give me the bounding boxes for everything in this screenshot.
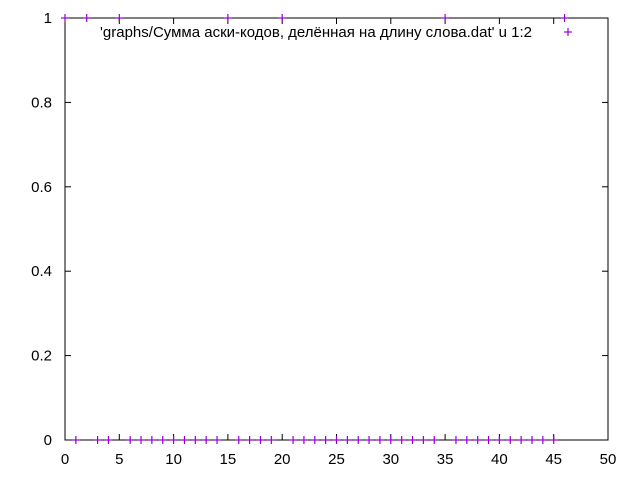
- x-tick-label: 35: [437, 451, 454, 468]
- data-point: [462, 436, 471, 444]
- data-point: [169, 436, 178, 444]
- data-point: [365, 436, 374, 444]
- data-point: [267, 436, 276, 444]
- data-point: [191, 436, 200, 444]
- legend-series-label: 'graphs/Сумма аски-кодов, делённая на дл…: [100, 24, 532, 41]
- data-point: [430, 436, 439, 444]
- data-point: [538, 436, 547, 444]
- data-point: [386, 436, 395, 444]
- axis-ticks: [64, 17, 609, 441]
- y-tick-label: 0.4: [31, 263, 52, 280]
- data-point: [310, 436, 319, 444]
- data-point: [321, 436, 330, 444]
- data-point: [223, 14, 232, 22]
- plot-border: [64, 17, 609, 441]
- data-point: [126, 436, 135, 444]
- data-point: [397, 436, 406, 444]
- data-point: [375, 436, 384, 444]
- data-point: [202, 436, 211, 444]
- data-points: [61, 14, 569, 444]
- x-tick-labels: 0 5 10 15 20 25 30 35 40 45 50: [61, 451, 617, 468]
- data-point: [549, 436, 558, 444]
- data-point: [495, 436, 504, 444]
- x-tick-label: 25: [328, 451, 345, 468]
- x-tick-label: 15: [220, 451, 237, 468]
- data-point: [278, 14, 287, 22]
- data-point: [527, 436, 536, 444]
- data-point: [441, 14, 450, 22]
- data-point: [256, 436, 265, 444]
- data-point: [61, 14, 69, 22]
- data-point: [234, 436, 243, 444]
- data-point: [343, 436, 352, 444]
- y-tick-label: 0.8: [31, 94, 52, 111]
- x-tick-label: 0: [61, 451, 69, 468]
- data-point: [473, 436, 482, 444]
- data-point: [137, 436, 146, 444]
- x-tick-label: 20: [274, 451, 291, 468]
- data-point: [419, 436, 428, 444]
- x-tick-label: 10: [165, 451, 182, 468]
- data-point: [408, 436, 417, 444]
- legend: 'graphs/Сумма аски-кодов, делённая на дл…: [100, 24, 572, 41]
- data-point: [104, 436, 113, 444]
- data-point: [517, 436, 526, 444]
- data-point: [82, 14, 91, 22]
- data-point: [299, 436, 308, 444]
- data-point: [158, 436, 167, 444]
- data-point: [451, 436, 460, 444]
- data-point: [115, 14, 124, 22]
- y-tick-label: 0.2: [31, 348, 52, 365]
- y-tick-label: 0: [44, 432, 52, 449]
- data-point: [71, 436, 80, 444]
- data-point: [289, 436, 298, 444]
- data-point: [147, 436, 156, 444]
- legend-marker: [564, 28, 572, 36]
- data-point: [484, 436, 493, 444]
- data-point: [180, 436, 189, 444]
- x-tick-label: 45: [545, 451, 562, 468]
- data-point: [506, 436, 515, 444]
- data-point: [245, 436, 254, 444]
- y-tick-labels: 0 0.2 0.4 0.6 0.8 1: [31, 10, 52, 449]
- y-tick-label: 0.6: [31, 179, 52, 196]
- x-tick-label: 30: [382, 451, 399, 468]
- x-tick-label: 40: [491, 451, 508, 468]
- x-tick-label: 50: [600, 451, 617, 468]
- data-point: [93, 436, 102, 444]
- data-point: [354, 436, 363, 444]
- data-point: [213, 436, 222, 444]
- x-tick-label: 5: [115, 451, 123, 468]
- data-point: [560, 14, 569, 22]
- y-tick-label: 1: [44, 10, 52, 27]
- data-point: [332, 436, 341, 444]
